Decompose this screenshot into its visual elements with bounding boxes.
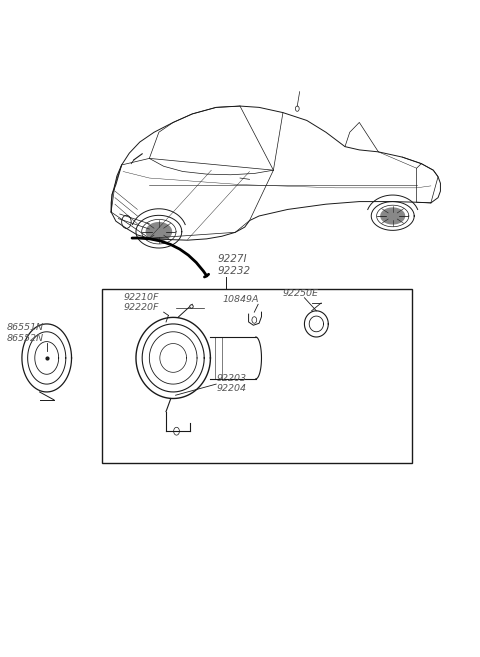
Text: 92220F: 92220F xyxy=(123,303,158,312)
Text: 86551N: 86551N xyxy=(7,323,44,332)
Polygon shape xyxy=(381,208,405,224)
Text: 10849A: 10849A xyxy=(222,295,259,304)
Text: 92232: 92232 xyxy=(217,266,251,276)
Polygon shape xyxy=(146,223,171,240)
Bar xyxy=(102,289,412,463)
Text: 92203: 92203 xyxy=(216,374,246,383)
Text: 9227I: 9227I xyxy=(217,254,247,264)
Text: 92250E: 92250E xyxy=(283,289,319,298)
Text: 86552N: 86552N xyxy=(7,334,44,343)
Text: 92210F: 92210F xyxy=(123,292,158,302)
Text: 92204: 92204 xyxy=(216,384,246,394)
